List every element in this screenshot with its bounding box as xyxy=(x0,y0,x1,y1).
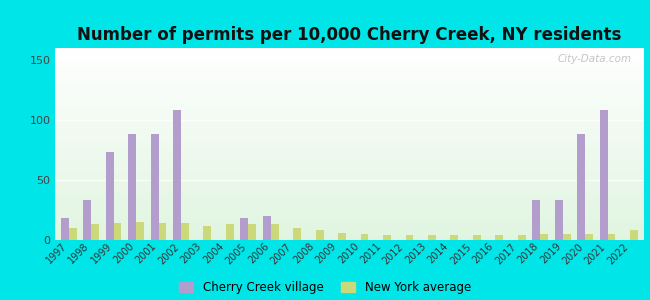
Bar xyxy=(473,235,481,240)
Bar xyxy=(577,134,585,240)
Bar xyxy=(83,200,91,240)
Bar xyxy=(555,200,563,240)
Bar xyxy=(248,224,256,240)
Bar xyxy=(585,234,593,240)
Bar xyxy=(136,222,144,240)
Title: Number of permits per 10,000 Cherry Creek, NY residents: Number of permits per 10,000 Cherry Cree… xyxy=(77,26,621,44)
Bar xyxy=(293,228,301,240)
Bar xyxy=(203,226,211,240)
Bar xyxy=(173,110,181,240)
Bar xyxy=(630,230,638,240)
Bar xyxy=(159,223,166,240)
Bar xyxy=(226,224,234,240)
Bar xyxy=(263,216,271,240)
Bar xyxy=(563,234,571,240)
Bar xyxy=(383,235,391,240)
Bar xyxy=(532,200,540,240)
Bar xyxy=(128,134,136,240)
Bar xyxy=(240,218,248,240)
Bar xyxy=(428,235,436,240)
Bar xyxy=(406,235,413,240)
Bar xyxy=(151,134,159,240)
Bar xyxy=(540,234,548,240)
Bar xyxy=(338,233,346,240)
Bar xyxy=(91,224,99,240)
Bar xyxy=(61,218,69,240)
Bar xyxy=(518,235,526,240)
Bar xyxy=(495,235,503,240)
Bar xyxy=(106,152,114,240)
Bar xyxy=(361,234,369,240)
Bar xyxy=(69,228,77,240)
Bar xyxy=(600,110,608,240)
Bar xyxy=(608,234,616,240)
Bar xyxy=(181,223,189,240)
Bar xyxy=(450,235,458,240)
Bar xyxy=(271,224,279,240)
Legend: Cherry Creek village, New York average: Cherry Creek village, New York average xyxy=(179,281,471,294)
Bar xyxy=(114,223,122,240)
Text: City-Data.com: City-Data.com xyxy=(558,54,632,64)
Bar xyxy=(316,230,324,240)
